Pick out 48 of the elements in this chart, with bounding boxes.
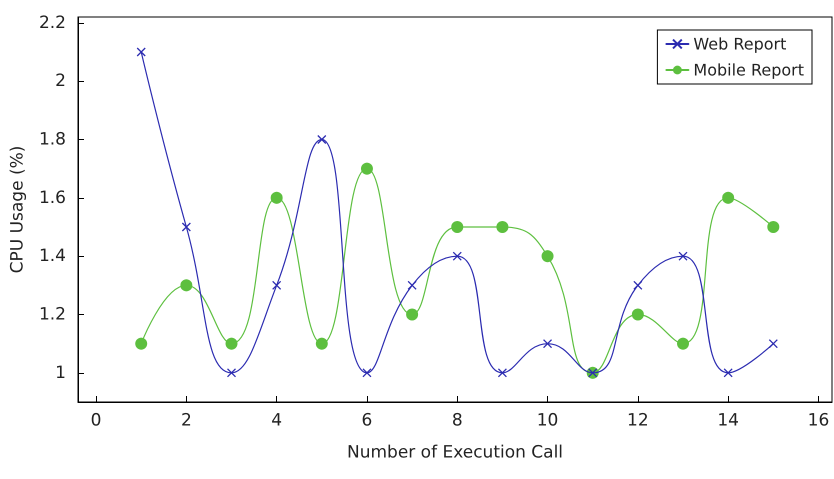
- x-tick-label: 4: [271, 410, 282, 430]
- y-tick-label: 2.2: [38, 12, 66, 33]
- x-tick-label: 8: [452, 410, 463, 430]
- point: [451, 221, 464, 233]
- point: [135, 338, 148, 350]
- point: [452, 252, 462, 261]
- point: [362, 368, 372, 378]
- x-tick-label: 14: [717, 410, 739, 430]
- point: [272, 280, 282, 290]
- point: [724, 368, 733, 378]
- point: [226, 368, 236, 378]
- point: [136, 47, 146, 57]
- legend-label: Mobile Report: [693, 60, 804, 80]
- point: [226, 338, 238, 350]
- point: [768, 339, 778, 348]
- point: [767, 221, 780, 233]
- legend-label: Web Report: [693, 34, 786, 54]
- point: [406, 308, 418, 320]
- point: [496, 221, 508, 233]
- point: [180, 279, 192, 292]
- x-tick-label: 0: [90, 410, 102, 430]
- x-tick-label: 2: [180, 410, 192, 430]
- y-tick-label: 1.8: [38, 130, 66, 150]
- point: [632, 308, 644, 320]
- point: [407, 280, 417, 290]
- point: [678, 252, 688, 261]
- point: [722, 192, 734, 204]
- point: [360, 162, 373, 175]
- x-tick-label: 6: [362, 410, 372, 430]
- point: [498, 368, 508, 378]
- y-tick-label: 1: [55, 362, 66, 383]
- y-axis-title: CPU Usage (%): [8, 146, 28, 274]
- x-tick-label: 16: [808, 410, 830, 430]
- point: [677, 338, 690, 350]
- y-tick-label: 2: [55, 71, 66, 92]
- point: [317, 134, 326, 144]
- x-axis-title: Number of Execution Call: [346, 442, 564, 462]
- y-tick-label: 1.4: [38, 246, 66, 266]
- point: [542, 339, 552, 348]
- point: [270, 192, 283, 204]
- point: [182, 222, 192, 232]
- x-tick-label: 10: [536, 410, 558, 430]
- y-tick-label: 1.2: [38, 304, 66, 324]
- point: [633, 280, 643, 290]
- point: [542, 250, 554, 262]
- x-tick-label: 12: [627, 410, 649, 430]
- point: [316, 338, 328, 350]
- y-tick-label: 1.6: [38, 188, 66, 208]
